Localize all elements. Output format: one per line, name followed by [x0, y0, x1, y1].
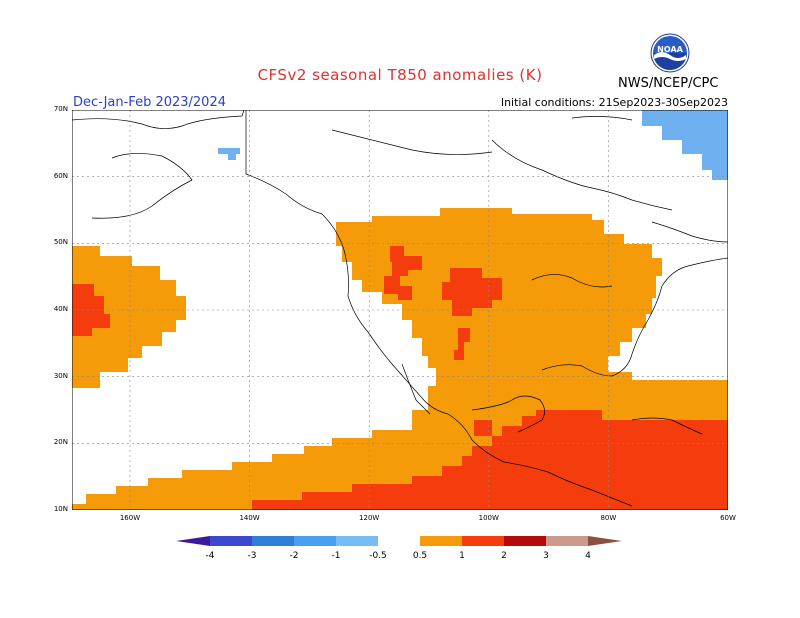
lon-label: 100W: [478, 514, 499, 522]
colorbar-swatch: [462, 536, 504, 546]
lat-label: 10N: [53, 505, 68, 513]
graticule: [72, 110, 728, 510]
anomaly-region-pos05-pacific-west: [72, 246, 186, 388]
colorbar-label: 4: [585, 551, 591, 561]
lon-label: 120W: [359, 514, 380, 522]
lat-label: 70N: [53, 105, 68, 113]
lon-label: 160W: [119, 514, 141, 522]
anomaly-region-neg05-alaska: [218, 148, 240, 154]
anomaly-region-pos1-colorado: [454, 328, 470, 360]
colorbar-label: -2: [290, 551, 299, 561]
colorbar-swatch: [294, 536, 336, 546]
colorbar-label: 1: [459, 551, 465, 561]
colorbar-swatch: [210, 536, 252, 546]
anomaly-region-pos1-gulf: [474, 420, 492, 436]
colorbar-label: -4: [206, 551, 215, 561]
anomaly-map: [72, 110, 728, 510]
colorbar-label: -0.5: [369, 551, 387, 561]
colorbar-swatch: [588, 536, 622, 546]
colorbar-swatch: [378, 536, 420, 546]
noaa-logo-icon: NOAA: [650, 33, 690, 73]
colorbar-swatch: [336, 536, 378, 546]
colorbar-label: -3: [248, 551, 257, 561]
colorbar-swatch: [420, 536, 462, 546]
lat-label: 60N: [53, 171, 68, 180]
anomaly-region-pos1-rockies: [390, 246, 422, 276]
anomaly-region-pos1-montana: [442, 268, 502, 316]
lon-label: 60W: [720, 514, 736, 522]
anomaly-fill: [72, 110, 728, 510]
anomaly-region-pos1-caribbean: [252, 410, 728, 510]
chart-title: CFSv2 seasonal T850 anomalies (K): [257, 66, 543, 84]
anomaly-region-pos1-idaho: [384, 276, 412, 300]
lat-label: 40N: [53, 305, 68, 313]
lat-label: 50N: [53, 238, 68, 247]
logo-text: NOAA: [657, 45, 683, 54]
colorbar-swatch: [252, 536, 294, 546]
anomaly-region-neg05-alaska-2: [228, 154, 236, 160]
initial-conditions: Initial conditions: 21Sep2023-30Sep2023: [500, 96, 728, 109]
forecast-period: Dec-Jan-Feb 2023/2024: [73, 95, 226, 110]
anomaly-region-pos1-pacific-west: [72, 284, 110, 336]
colorbar-swatch: [504, 536, 546, 546]
colorbar-label: -1: [332, 551, 341, 561]
agency-label: NWS/NCEP/CPC: [618, 76, 719, 91]
colorbar: -4 -3 -2 -1 -0.5 0.5 1 2 3 4: [176, 536, 622, 561]
colorbar-label: 0.5: [413, 551, 427, 561]
colorbar-swatch: [176, 536, 210, 546]
lat-label: 30N: [53, 371, 68, 380]
lat-label: 20N: [53, 438, 68, 447]
anomaly-region-neg05-quebec: [642, 110, 728, 180]
colorbar-label: 3: [543, 551, 549, 561]
lon-label: 80W: [600, 514, 617, 522]
coastlines: [72, 110, 728, 507]
colorbar-label: 2: [501, 551, 507, 561]
lon-label: 140W: [239, 514, 260, 522]
colorbar-swatch: [546, 536, 588, 546]
